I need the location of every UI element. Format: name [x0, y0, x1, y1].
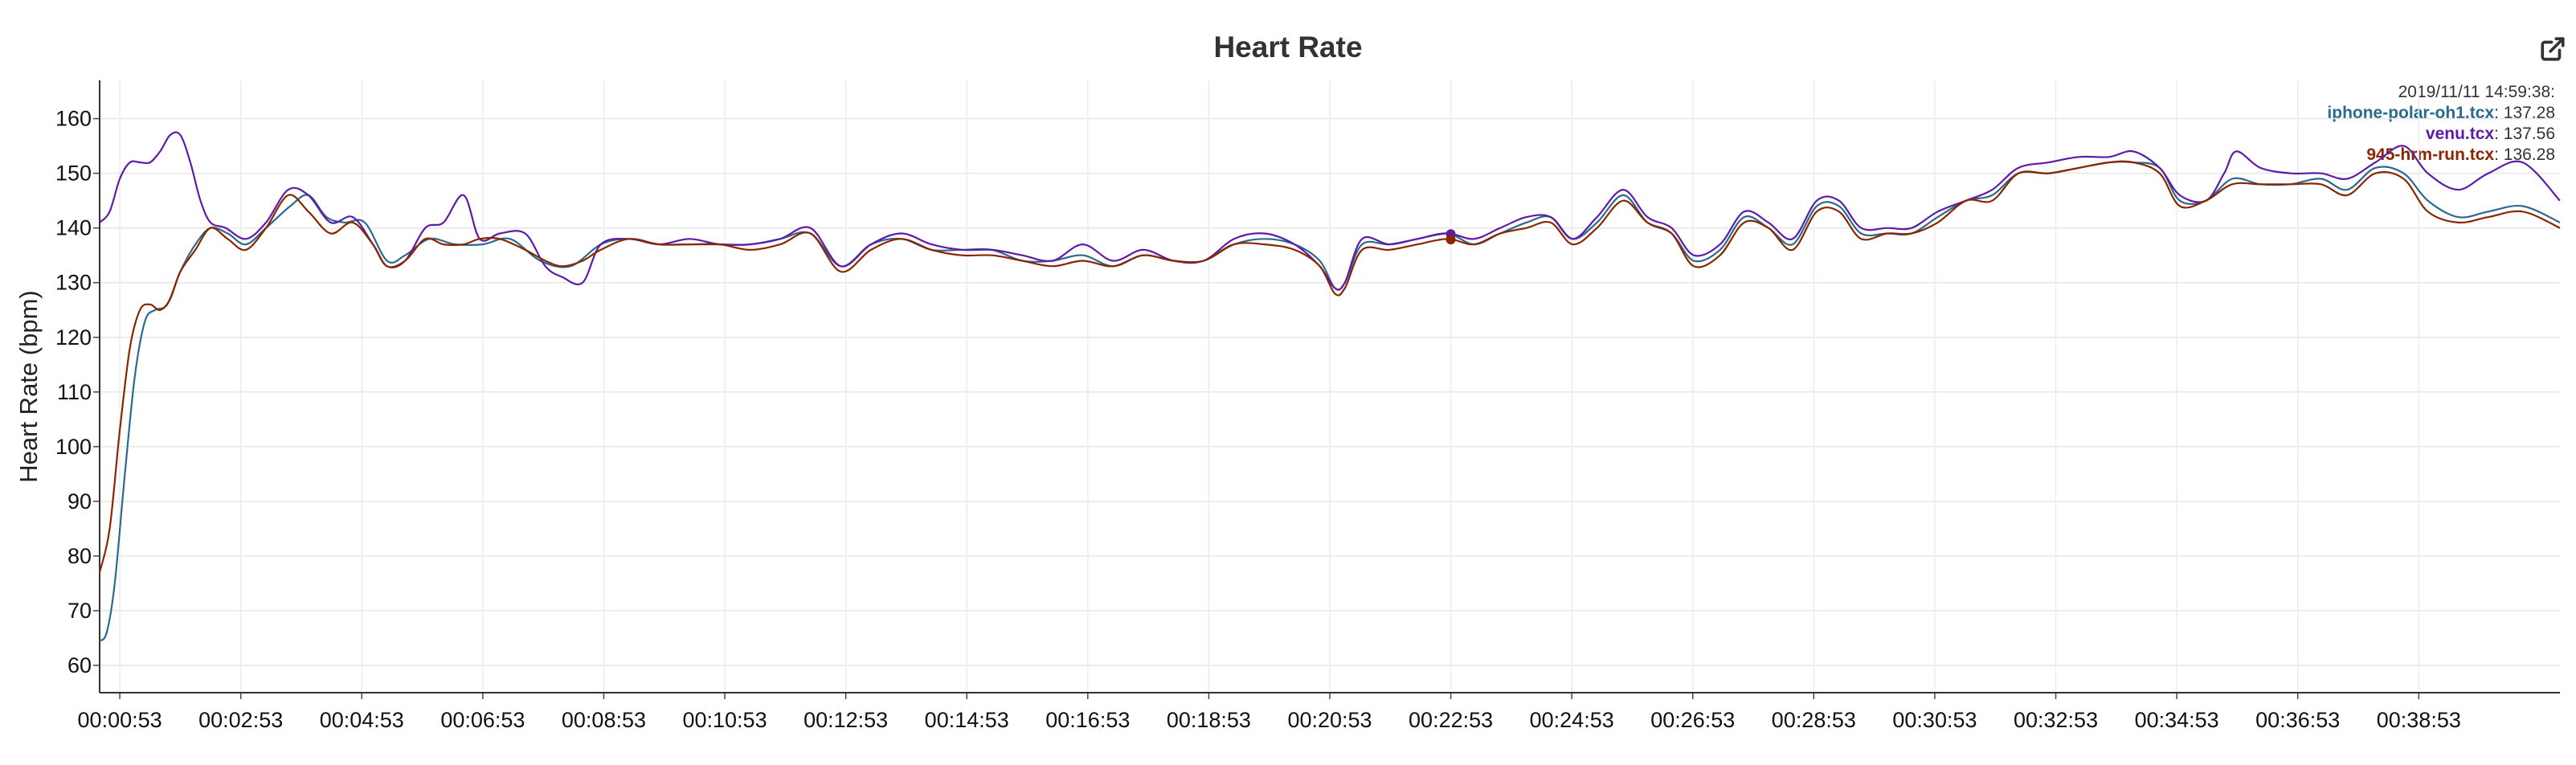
x-tick-label: 00:38:53 [2377, 708, 2461, 732]
legend-series-value: 136.28 [2503, 145, 2555, 164]
x-tick-label: 00:14:53 [925, 708, 1009, 732]
y-tick-label: 100 [55, 435, 92, 459]
legend-header: 2019/11/11 14:59:38: [2398, 83, 2555, 101]
x-tick-label: 00:20:53 [1287, 708, 1372, 732]
x-tick-label: 00:32:53 [2014, 708, 2098, 732]
legend-series-name: venu.tcx [2425, 125, 2495, 143]
y-tick-label: 160 [55, 107, 92, 131]
series-line-945-hrm-run [98, 160, 2561, 573]
legend: 2019/11/11 14:59:38: iphone-polar-oh1.tc… [2327, 82, 2555, 166]
legend-series-value: 137.28 [2503, 104, 2555, 122]
x-tick-label: 00:02:53 [198, 708, 283, 732]
x-tick-label: 00:30:53 [1892, 708, 1977, 732]
x-tick-label: 00:06:53 [440, 708, 525, 732]
edit-icon[interactable] [2539, 35, 2566, 63]
legend-series-name: 945-hrm-run.tcx [2366, 145, 2495, 164]
x-tick-label: 00:28:53 [1772, 708, 1856, 732]
y-tick-label: 120 [55, 325, 92, 350]
x-tick-label: 00:24:53 [1530, 708, 1614, 732]
x-tick-label: 00:22:53 [1409, 708, 1493, 732]
x-tick-label: 00:18:53 [1167, 708, 1251, 732]
y-tick-label: 130 [55, 271, 92, 295]
legend-entry: venu.tcx: 137.56 [2425, 125, 2555, 143]
x-tick-label: 00:26:53 [1650, 708, 1735, 732]
x-tick-label: 00:12:53 [803, 708, 888, 732]
x-tick-label: 00:36:53 [2255, 708, 2340, 732]
x-tick-label: 00:04:53 [320, 708, 404, 732]
legend-entry: iphone-polar-oh1.tcx: 137.28 [2327, 104, 2555, 122]
y-tick-label: 70 [67, 599, 92, 623]
y-axis-label: Heart Rate (bpm) [14, 290, 43, 482]
legend-entry: 945-hrm-run.tcx: 136.28 [2366, 145, 2555, 164]
legend-series-value: 137.56 [2503, 125, 2555, 143]
x-tick-label: 00:16:53 [1045, 708, 1130, 732]
legend-series-name: iphone-polar-oh1.tcx [2327, 104, 2495, 122]
y-tick-label: 90 [67, 489, 92, 513]
chart-title: Heart Rate [1213, 31, 1363, 63]
y-tick-label: 110 [57, 380, 92, 404]
y-tick-label: 150 [55, 162, 92, 186]
series-line-venu [99, 131, 2561, 291]
y-tick-label: 140 [55, 216, 92, 240]
cursor-point [1445, 235, 1456, 245]
y-tick-label: 60 [67, 653, 92, 677]
y-tick-label: 80 [67, 544, 92, 568]
x-tick-label: 00:10:53 [682, 708, 767, 732]
x-tick-label: 00:08:53 [562, 708, 646, 732]
x-tick-label: 00:00:53 [78, 708, 162, 732]
x-tick-label: 00:34:53 [2135, 708, 2219, 732]
